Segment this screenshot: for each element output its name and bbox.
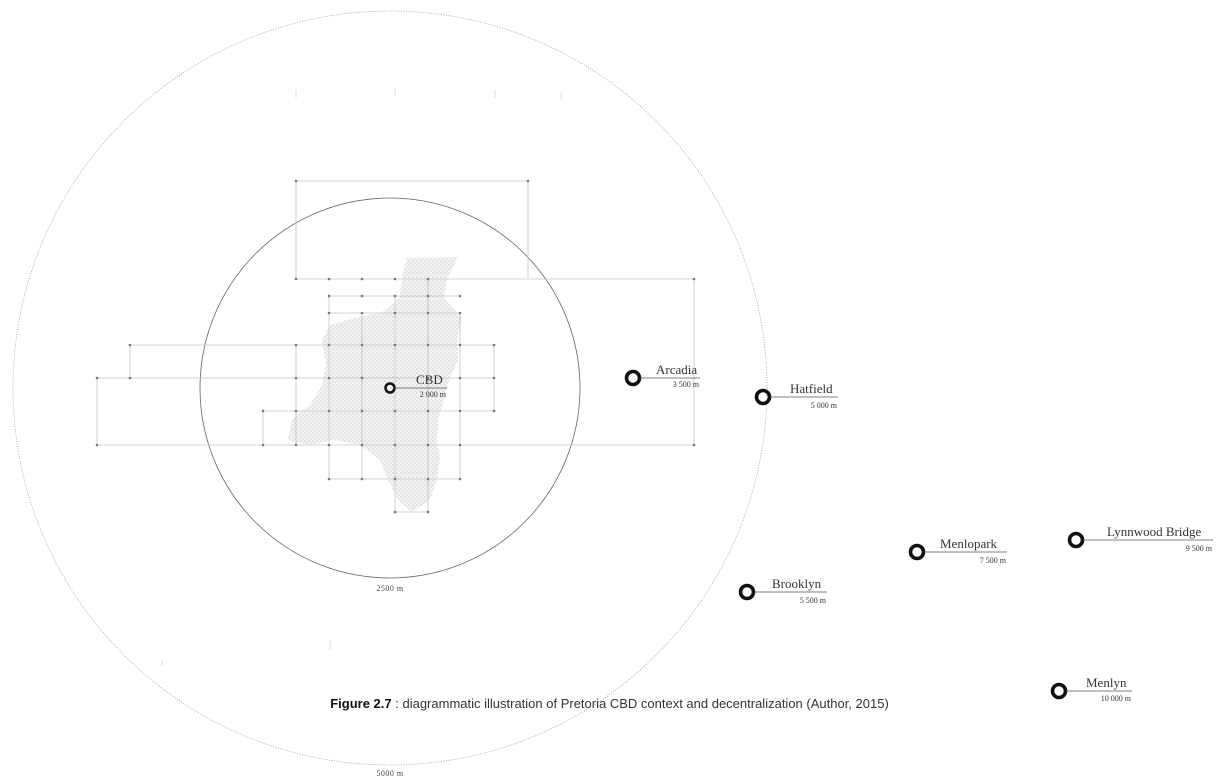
grid-intersection-dot [327, 343, 331, 347]
grid-intersection-dot [426, 311, 430, 315]
menlyn-marker [1050, 682, 1068, 700]
grid-intersection-dot [327, 311, 331, 315]
node-cbd: CBD 2 000 m [384, 372, 447, 399]
grid-intersection-dot [458, 376, 462, 380]
grid-intersection-dot [426, 409, 430, 413]
grid-intersection-dot [393, 510, 397, 514]
hatfield-distance: 5 000 m [811, 401, 838, 410]
grid-intersection-dot [526, 179, 530, 183]
grid-intersection-dot [458, 409, 462, 413]
faint-ticks [161, 88, 562, 666]
grid-intersection-dot [426, 510, 430, 514]
cbd-distance: 2 000 m [420, 390, 447, 399]
brooklyn-distance: 5 500 m [800, 596, 827, 605]
grid-intersection-dot [327, 277, 331, 281]
grid-intersection-dot [294, 376, 298, 380]
outer-ring [12, 10, 768, 766]
menlyn-distance: 10 000 m [1101, 694, 1132, 703]
grid-intersection-dot [426, 376, 430, 380]
grid-intersection-dot [128, 376, 132, 380]
brooklyn-marker [738, 583, 756, 601]
grid-intersection-dot [261, 409, 265, 413]
arcadia-label: Arcadia [656, 362, 697, 377]
grid-intersection-dot [360, 443, 364, 447]
grid-intersection-dot [360, 409, 364, 413]
grid-intersection-dot [360, 477, 364, 481]
lynnwood-bridge-marker [1067, 531, 1085, 549]
inner-ring [199, 197, 581, 579]
grid-intersection-dot [393, 277, 397, 281]
brooklyn-label: Brooklyn [772, 576, 822, 591]
grid-intersection-dot [426, 294, 430, 298]
grid-intersection-dot [458, 311, 462, 315]
figure-caption: Figure 2.7 : diagrammatic illustration o… [0, 696, 1219, 711]
node-menlopark: Menlopark 7 500 m [908, 536, 1007, 565]
menlyn-label: Menlyn [1086, 675, 1127, 690]
node-lynnwood-bridge: Lynnwood Bridge 9 500 m [1067, 524, 1213, 553]
grid-intersection-dot [294, 343, 298, 347]
grid-intersection-dot [294, 179, 298, 183]
grid-intersection-dot [458, 294, 462, 298]
lynnwood-bridge-distance: 9 500 m [1186, 544, 1213, 553]
cbd-footprint [288, 257, 462, 512]
grid-intersection-dot [294, 409, 298, 413]
node-menlyn: Menlyn 10 000 m [1050, 675, 1132, 703]
node-hatfield: Hatfield 5 000 m [754, 381, 838, 410]
grid-intersection-dot [426, 343, 430, 347]
lynnwood-bridge-label: Lynnwood Bridge [1107, 524, 1201, 539]
grid-intersection-dot [492, 409, 496, 413]
grid-intersection-dot [360, 376, 364, 380]
grid-intersection-dot [393, 409, 397, 413]
figure-number: Figure 2.7 [330, 696, 392, 711]
grid-intersection-dot [458, 443, 462, 447]
grid-intersection-dot [393, 311, 397, 315]
menlopark-marker [908, 543, 926, 561]
grid-intersection-dot [360, 343, 364, 347]
grid-intersection-dot [95, 376, 99, 380]
grid-intersection-dot [458, 343, 462, 347]
grid-intersection-dot [426, 443, 430, 447]
grid-intersection-dot [128, 343, 132, 347]
arcadia-marker [624, 369, 642, 387]
grid-intersection-dot [692, 277, 696, 281]
grid-intersection-dot [426, 477, 430, 481]
grid-intersection-dot [327, 376, 331, 380]
grid-intersection-dot [458, 477, 462, 481]
grid-intersection-dot [492, 343, 496, 347]
outer-ring-label: 5000 m [376, 769, 404, 778]
grid-intersection-dot [393, 443, 397, 447]
grid-intersection-dot [360, 277, 364, 281]
inner-ring-label: 2500 m [376, 584, 404, 593]
grid-intersection-dot [327, 294, 331, 298]
hatfield-marker [754, 388, 772, 406]
grid-intersection-dot [360, 294, 364, 298]
grid-intersections [95, 179, 696, 514]
grid-intersection-dot [327, 477, 331, 481]
arcadia-distance: 3 500 m [673, 380, 700, 389]
grid-intersection-dot [692, 443, 696, 447]
grid-intersection-dot [327, 443, 331, 447]
grid-intersection-dot [393, 294, 397, 298]
grid-intersection-dot [95, 443, 99, 447]
grid-intersection-dot [393, 477, 397, 481]
grid-intersection-dot [294, 443, 298, 447]
grid-intersection-dot [360, 311, 364, 315]
grid-intersection-dot [492, 376, 496, 380]
grid-intersection-dot [393, 343, 397, 347]
node-arcadia: Arcadia 3 500 m [624, 362, 700, 389]
grid-intersection-dot [327, 409, 331, 413]
grid-intersection-dot [294, 277, 298, 281]
menlopark-distance: 7 500 m [980, 556, 1007, 565]
grid-intersection-dot [426, 277, 430, 281]
node-brooklyn: Brooklyn 5 500 m [738, 576, 827, 605]
grid-intersection-dot [261, 443, 265, 447]
figure-caption-text: : diagrammatic illustration of Pretoria … [391, 696, 889, 711]
hatfield-label: Hatfield [790, 381, 833, 396]
cbd-label: CBD [416, 372, 443, 387]
menlopark-label: Menlopark [940, 536, 998, 551]
